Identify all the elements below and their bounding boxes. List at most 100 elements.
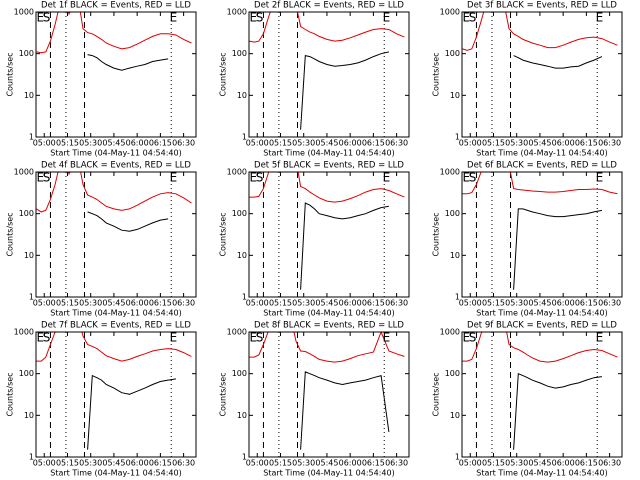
annotation: E xyxy=(170,171,178,185)
x-axis-label: Start Time (04-May-11 04:54:40) xyxy=(476,469,607,478)
panel: Det 9f BLACK = Events, RED = LLD Start Ti… xyxy=(432,321,623,478)
annotation: E xyxy=(383,11,391,25)
x-tick-label: 05:15 xyxy=(269,459,292,468)
y-tick-label: 10 xyxy=(237,411,247,420)
y-tick-label: 100 xyxy=(232,209,247,218)
x-tick-label: 05:15 xyxy=(56,459,79,468)
y-tick-label: 100 xyxy=(445,369,460,378)
y-axis-label: Counts/sec xyxy=(219,212,228,256)
x-tick-label: 05:30 xyxy=(79,459,102,468)
y-axis-label: Counts/sec xyxy=(432,372,441,416)
y-axis-label: Counts/sec xyxy=(6,372,15,416)
y-tick-label: 100 xyxy=(232,369,247,378)
y-tick-label: 1 xyxy=(29,133,34,142)
x-tick-label: 05:15 xyxy=(269,139,292,148)
data-line xyxy=(249,12,405,43)
data-line xyxy=(249,332,405,363)
x-tick-label: 06:00 xyxy=(552,139,575,148)
x-tick-label: 05:15 xyxy=(269,299,292,308)
y-tick-label: 1 xyxy=(242,453,247,462)
y-axis-label: Counts/sec xyxy=(219,52,228,96)
x-tick-label: 06:00 xyxy=(339,299,362,308)
x-tick-label: 06:15 xyxy=(362,299,385,308)
x-axis-label: Start Time (04-May-11 04:54:40) xyxy=(263,149,394,158)
annotation: S xyxy=(256,11,264,25)
x-tick-label: 05:30 xyxy=(79,299,102,308)
data-line xyxy=(300,51,390,130)
y-tick-label: 1 xyxy=(29,293,34,302)
plot-frame xyxy=(461,171,623,298)
x-tick-label: 05:30 xyxy=(292,139,315,148)
x-tick-label: 05:30 xyxy=(292,459,315,468)
x-tick-label: 06:30 xyxy=(172,139,195,148)
annotation: E xyxy=(37,171,45,185)
y-tick-label: 10 xyxy=(450,411,460,420)
y-tick-label: 10 xyxy=(24,251,34,260)
x-tick-label: 05:45 xyxy=(102,459,125,468)
y-tick-label: 1000 xyxy=(227,8,247,17)
panel: Det 3f BLACK = Events, RED = LLD Start Ti… xyxy=(432,1,623,158)
annotation: E xyxy=(383,171,391,185)
y-tick-label: 1000 xyxy=(227,168,247,177)
y-tick-label: 1000 xyxy=(14,168,34,177)
x-tick-label: 05:45 xyxy=(528,139,551,148)
y-tick-label: 100 xyxy=(19,49,34,58)
x-tick-label: 05:00 xyxy=(33,459,56,468)
y-tick-label: 10 xyxy=(24,411,34,420)
data-line xyxy=(87,54,169,71)
data-line xyxy=(36,332,192,362)
x-tick-label: 06:15 xyxy=(575,459,598,468)
data-line xyxy=(513,208,602,290)
x-tick-label: 05:45 xyxy=(102,299,125,308)
x-tick-label: 05:15 xyxy=(56,139,79,148)
x-tick-label: 05:00 xyxy=(459,139,482,148)
annotation: E xyxy=(383,331,391,345)
x-tick-label: 06:00 xyxy=(126,299,149,308)
plot-frame xyxy=(461,11,623,138)
x-tick-label: 06:30 xyxy=(598,299,621,308)
data-line xyxy=(300,371,390,450)
data-line xyxy=(249,172,405,203)
data-line xyxy=(462,332,618,363)
annotation: S xyxy=(256,171,264,185)
chart-title: Det 6f BLACK = Events, RED = LLD xyxy=(467,161,617,171)
y-tick-label: 1 xyxy=(455,453,460,462)
y-axis-label: Counts/sec xyxy=(6,52,15,96)
x-tick-label: 05:45 xyxy=(315,139,338,148)
x-tick-label: 06:15 xyxy=(149,139,172,148)
y-tick-label: 1000 xyxy=(14,328,34,337)
x-tick-label: 06:30 xyxy=(385,299,408,308)
x-tick-label: 05:00 xyxy=(459,459,482,468)
x-axis-label: Start Time (04-May-11 04:54:40) xyxy=(263,469,394,478)
x-tick-label: 06:30 xyxy=(598,459,621,468)
y-tick-label: 10 xyxy=(450,251,460,260)
y-tick-label: 1000 xyxy=(440,328,460,337)
x-tick-label: 06:30 xyxy=(385,139,408,148)
chart-title: Det 4f BLACK = Events, RED = LLD xyxy=(41,161,191,171)
data-line xyxy=(36,172,192,213)
data-line xyxy=(462,12,618,51)
y-tick-label: 1000 xyxy=(440,168,460,177)
x-tick-label: 06:15 xyxy=(362,459,385,468)
y-axis-label: Counts/sec xyxy=(219,372,228,416)
annotation: S xyxy=(43,11,51,25)
data-line xyxy=(300,202,389,290)
x-tick-label: 06:00 xyxy=(552,299,575,308)
chart-title: Det 8f BLACK = Events, RED = LLD xyxy=(254,321,404,331)
annotation: E xyxy=(170,331,178,345)
x-tick-label: 06:15 xyxy=(149,459,172,468)
y-tick-label: 100 xyxy=(445,209,460,218)
x-tick-label: 06:30 xyxy=(598,139,621,148)
annotation: S xyxy=(469,11,477,25)
y-axis-label: Counts/sec xyxy=(432,212,441,256)
annotation: E xyxy=(596,11,604,25)
x-tick-label: 05:15 xyxy=(482,139,505,148)
data-line xyxy=(87,211,169,232)
y-tick-label: 1 xyxy=(242,293,247,302)
plot-frame xyxy=(248,11,410,138)
x-axis-label: Start Time (04-May-11 04:54:40) xyxy=(476,149,607,158)
data-line xyxy=(87,374,176,450)
x-tick-label: 06:30 xyxy=(172,459,195,468)
x-axis-label: Start Time (04-May-11 04:54:40) xyxy=(50,149,181,158)
